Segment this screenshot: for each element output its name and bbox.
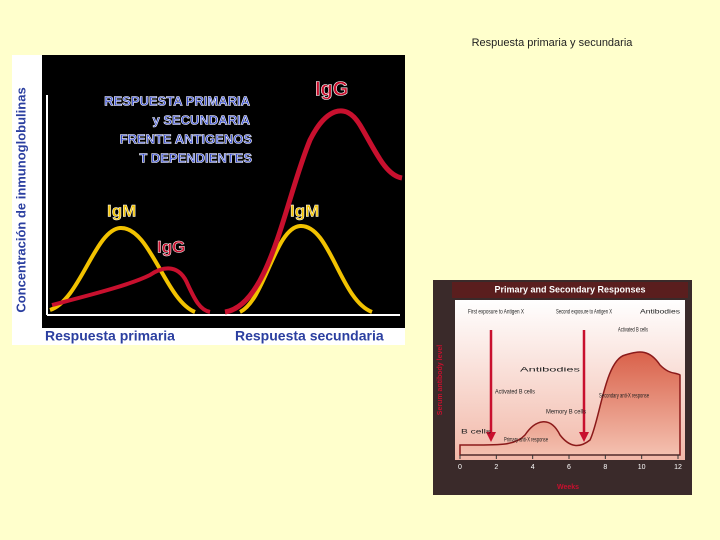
annotation: Activated B cells	[618, 328, 648, 334]
heading-line: FRENTE ANTIGENOS	[120, 131, 253, 146]
annotation: Memory B cells	[546, 410, 586, 416]
arrow-head	[579, 432, 589, 442]
x-axis-label: Respuesta secundaria	[235, 328, 384, 344]
curve-label: IgM	[290, 201, 319, 220]
annotation: Secondary anti-X response	[599, 394, 649, 400]
igm-primary-curve	[49, 225, 196, 314]
igm-secondary-curve	[238, 223, 373, 314]
y-axis-label: Concentración de inmunoglobulinas	[13, 87, 28, 312]
annotation: Primary anti-X response	[504, 438, 548, 444]
annotation: B cells	[461, 430, 491, 436]
y-axis-label: Serum antibody level	[437, 345, 444, 415]
x-tick-label: 0	[458, 464, 462, 471]
figure-primary-secondary-en: Primary and Secondary Responses Serum an…	[433, 280, 692, 495]
curve-label: IgG	[157, 237, 185, 256]
x-axis-label: Weeks	[557, 484, 579, 491]
heading-line: T DEPENDIENTES	[139, 150, 252, 165]
slide-title: Respuesta primaria y secundaria	[472, 37, 634, 49]
igg-primary-curve	[51, 266, 211, 314]
figure-title: Primary and Secondary Responses	[494, 284, 645, 294]
curve-label: IgM	[107, 201, 136, 220]
x-tick-label: 4	[531, 464, 535, 471]
annotation: Antibodies	[640, 310, 680, 316]
curve-label: IgG	[315, 78, 348, 100]
annotation: Antibodies	[520, 368, 580, 374]
x-tick-label: 10	[638, 464, 646, 471]
antibody-area	[459, 351, 681, 456]
figure-title-bar	[452, 282, 688, 298]
arrow-head	[486, 432, 496, 442]
x-tick-label: 6	[567, 464, 571, 471]
x-tick-label: 12	[674, 464, 682, 471]
heading-line: y SECUNDARIA	[152, 112, 250, 127]
annotation: First exposure to Antigen X	[468, 310, 524, 316]
x-tick-label: 2	[494, 464, 498, 471]
figure-primary-secondary-es: Concentración de inmunoglobulinas RESPUE…	[12, 55, 405, 345]
annotation: Second exposure to Antigen X	[556, 310, 612, 316]
x-axis-label: Respuesta primaria	[45, 328, 175, 344]
igg-secondary-curve	[224, 108, 403, 315]
x-tick-label: 8	[603, 464, 607, 471]
heading-line: RESPUESTA PRIMARIA	[104, 93, 251, 108]
annotation: Activated B cells	[495, 390, 535, 396]
